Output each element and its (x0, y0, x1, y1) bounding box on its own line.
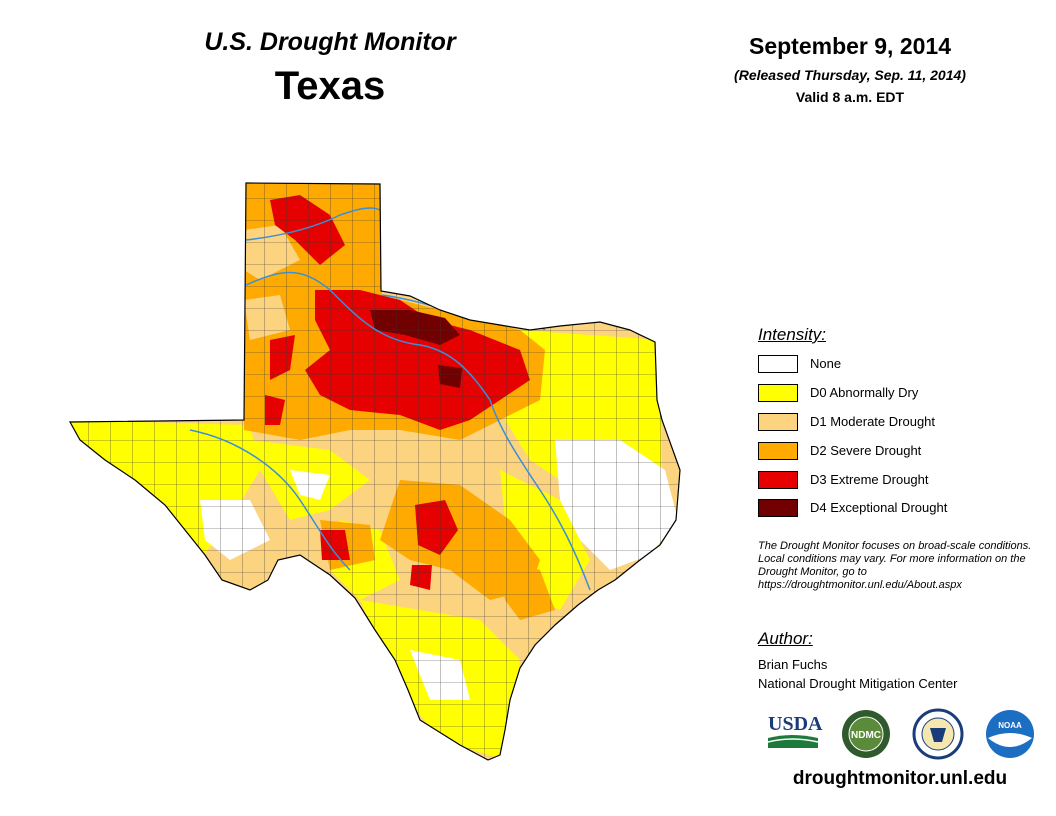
agency-logos: USDA NDMC NOAA (767, 708, 1034, 760)
region-title: Texas (274, 64, 386, 108)
brazos-river (489, 399, 591, 591)
author-heading: Author: (758, 629, 813, 648)
texas-drought-map (68, 182, 681, 761)
noaa-logo-text: NOAA (998, 721, 1022, 730)
valid-time: Valid 8 a.m. EDT (795, 89, 905, 105)
drought-categories (70, 183, 680, 760)
legend-label: None (810, 356, 842, 371)
legend-label: D0 Abnormally Dry (810, 385, 919, 400)
legend-swatch (758, 413, 798, 431)
red-river-branch (245, 271, 491, 401)
usda-logo-text: USDA (768, 713, 823, 735)
county-grid (70, 183, 680, 760)
legend-swatch (758, 442, 798, 460)
author-name: Brian Fuchs (758, 657, 828, 672)
legend-swatch (758, 499, 798, 517)
ndmc-logo: NDMC (842, 710, 890, 758)
product-title: U.S. Drought Monitor (204, 28, 456, 56)
legend-item-d4: D4 Exceptional Drought (758, 499, 1018, 519)
legend-item-d0: D0 Abnormally Dry (758, 384, 1018, 404)
legend-label: D1 Moderate Drought (810, 414, 936, 429)
legend-item-none: None (758, 355, 1018, 375)
doc-seal-logo (912, 708, 964, 760)
rio-grande-upper (189, 429, 351, 571)
legend-label: D4 Exceptional Drought (810, 500, 948, 515)
noaa-logo: NOAA (986, 710, 1034, 758)
site-url[interactable]: droughtmonitor.unl.edu (792, 768, 1008, 789)
canadian-river (245, 207, 381, 241)
map-date: September 9, 2014 (748, 33, 951, 59)
author-org: National Drought Mitigation Center (758, 676, 958, 691)
release-date: (Released Thursday, Sep. 11, 2014) (734, 67, 966, 83)
legend-title: Intensity: (758, 325, 827, 344)
legend-item-d3: D3 Extreme Drought (758, 471, 1018, 491)
legend-swatch (758, 355, 798, 373)
legend-item-d1: D1 Moderate Drought (758, 413, 1018, 433)
legend-swatch (758, 471, 798, 489)
disclaimer-note: The Drought Monitor focuses on broad-sca… (758, 540, 1032, 591)
texas-outline (68, 182, 681, 761)
legend-swatch (758, 384, 798, 402)
usda-logo: USDA (767, 713, 823, 748)
legend-label: D2 Severe Drought (810, 443, 922, 458)
ndmc-logo-text: NDMC (851, 730, 881, 741)
legend-item-d2: D2 Severe Drought (758, 442, 1018, 462)
legend-label: D3 Extreme Drought (810, 472, 929, 487)
